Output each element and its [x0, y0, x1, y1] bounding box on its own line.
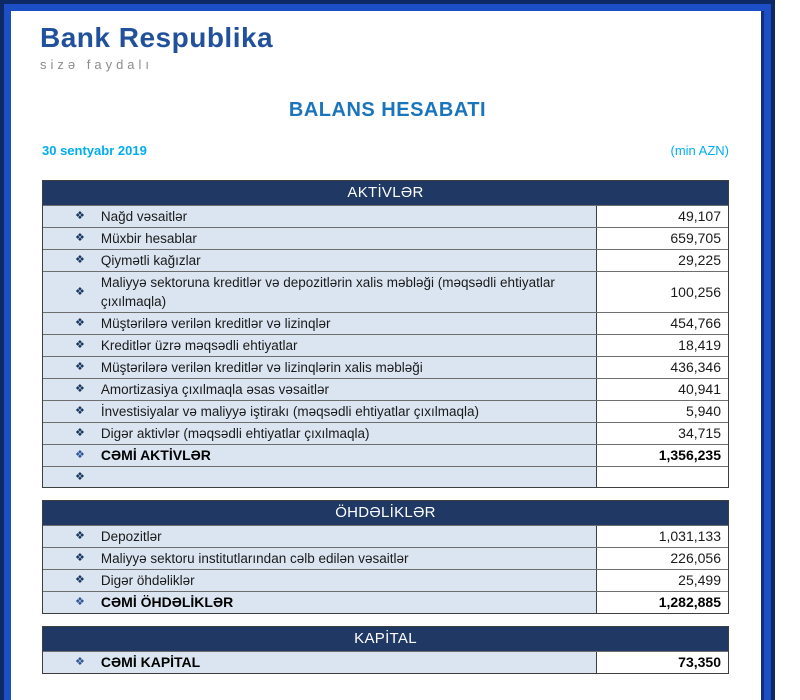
row-label-cell: ❖ Qiymətli kağızlar [43, 250, 597, 271]
diamond-bullet-icon: ❖ [75, 232, 85, 244]
assets-table: AKTİVLƏR ❖ Nağd vəsaitlər 49,107 ❖ Müxbi… [42, 180, 729, 488]
table-row: ❖ Maliyyə sektoru institutlarından cəlb … [43, 547, 728, 569]
diamond-bullet-icon: ❖ [75, 317, 85, 329]
row-label-cell: ❖ Digər öhdəliklər [43, 570, 597, 591]
row-label-cell: ❖ CƏMİ ÖHDƏLİKLƏR [43, 592, 597, 613]
tables-container: AKTİVLƏR ❖ Nağd vəsaitlər 49,107 ❖ Müxbi… [42, 180, 729, 686]
table-row: ❖ Müştərilərə verilən kreditlər və lizin… [43, 356, 728, 378]
row-label: Kreditlər üzrə məqsədli ehtiyatlar [100, 338, 298, 353]
diamond-bullet-icon: ❖ [75, 427, 85, 439]
table-row: ❖ Nağd vəsaitlər 49,107 [43, 205, 728, 227]
report-unit: (min AZN) [670, 143, 730, 158]
row-value: 1,356,235 [597, 445, 728, 466]
row-label: Qiymətli kağızlar [100, 253, 201, 268]
row-value: 49,107 [597, 206, 728, 227]
row-label: CƏMİ AKTİVLƏR [100, 447, 211, 463]
diamond-bullet-icon: ❖ [75, 254, 85, 266]
row-value: 18,419 [597, 335, 728, 356]
row-value: 100,256 [597, 272, 728, 312]
page-border-inner [4, 4, 771, 700]
row-label-cell: ❖ [43, 467, 597, 487]
table-row: ❖ Kreditlər üzrə məqsədli ehtiyatlar 18,… [43, 334, 728, 356]
diamond-bullet-icon: ❖ [75, 470, 85, 483]
table-row: ❖ Digər öhdəliklər 25,499 [43, 569, 728, 591]
row-label: Müştərilərə verilən kreditlər və lizinql… [100, 360, 423, 375]
report-title: BALANS HESABATI [288, 99, 487, 121]
row-value [597, 467, 728, 487]
liabilities-table: ÖHDƏLİKLƏR ❖ Depozitlər 1,031,133 ❖ Mali… [42, 500, 729, 614]
row-label-cell: ❖ Depozitlər [43, 526, 597, 547]
row-value: 1,031,133 [597, 526, 728, 547]
diamond-bullet-icon: ❖ [75, 552, 85, 564]
report-meta: 30 sentyabr 2019 (min AZN) [42, 143, 729, 158]
diamond-bullet-icon: ❖ [75, 210, 85, 222]
assets-table-header: AKTİVLƏR [43, 181, 728, 205]
row-label: Amortizasiya çıxılmaqla əsas vəsaitlər [100, 382, 329, 397]
table-row: ❖ İnvestisiyalar və maliyyə iştirakı (mə… [43, 400, 728, 422]
liabilities-table-header: ÖHDƏLİKLƏR [43, 501, 728, 525]
row-label: Müştərilərə verilən kreditlər və lizinql… [100, 316, 331, 331]
table-row: ❖ Depozitlər 1,031,133 [43, 525, 728, 547]
row-label: Maliyyə sektoruna kreditlər və depozitlə… [100, 275, 555, 309]
row-value: 454,766 [597, 313, 728, 334]
row-value: 25,499 [597, 570, 728, 591]
table-row: ❖ Maliyyə sektoruna kreditlər və depozit… [43, 271, 728, 312]
row-label: Digər aktivlər (məqsədli ehtiyatlar çıxı… [100, 426, 370, 441]
diamond-bullet-icon: ❖ [75, 285, 85, 298]
row-label-cell: ❖ CƏMİ AKTİVLƏR [43, 445, 597, 466]
table-row: ❖ Müştərilərə verilən kreditlər və lizin… [43, 312, 728, 334]
row-value: 226,056 [597, 548, 728, 569]
diamond-bullet-icon: ❖ [75, 405, 85, 417]
row-label-cell: ❖ Müxbir hesablar [43, 228, 597, 249]
table-row: ❖ Qiymətli kağızlar 29,225 [43, 249, 728, 271]
row-value: 5,940 [597, 401, 728, 422]
diamond-bullet-icon: ❖ [75, 383, 85, 395]
capital-table: KAPİTAL ❖ CƏMİ KAPİTAL 73,350 [42, 626, 729, 674]
row-value: 29,225 [597, 250, 728, 271]
row-label-cell: ❖ Maliyyə sektoru institutlarından cəlb … [43, 548, 597, 569]
row-label-cell: ❖ Maliyyə sektoruna kreditlər və depozit… [43, 272, 597, 312]
row-value: 659,705 [597, 228, 728, 249]
row-label: Nağd vəsaitlər [100, 209, 188, 224]
row-label: Müxbir hesablar [100, 231, 197, 246]
report-date: 30 sentyabr 2019 [42, 143, 147, 158]
bank-logo-tagline: sizə faydalı [40, 57, 154, 72]
diamond-bullet-icon: ❖ [75, 449, 85, 461]
row-label-cell: ❖ Nağd vəsaitlər [43, 206, 597, 227]
row-label: İnvestisiyalar və maliyyə iştirakı (məqs… [100, 404, 479, 419]
diamond-bullet-icon: ❖ [75, 596, 85, 608]
row-label-cell: ❖ Amortizasiya çıxılmaqla əsas vəsaitlər [43, 379, 597, 400]
row-value: 436,346 [597, 357, 728, 378]
row-label: Digər öhdəliklər [100, 573, 195, 588]
diamond-bullet-icon: ❖ [75, 339, 85, 351]
table-row: ❖ Müxbir hesablar 659,705 [43, 227, 728, 249]
table-row-total-capital: ❖ CƏMİ KAPİTAL 73,350 [43, 651, 728, 673]
row-label-cell: ❖ Kreditlər üzrə məqsədli ehtiyatlar [43, 335, 597, 356]
row-value: 1,282,885 [597, 592, 728, 613]
table-row-total-liabilities: ❖ CƏMİ ÖHDƏLİKLƏR 1,282,885 [43, 591, 728, 613]
bank-logo-name: Bank Respublika [40, 22, 274, 53]
table-row: ❖ Digər aktivlər (məqsədli ehtiyatlar çı… [43, 422, 728, 444]
row-label-cell: ❖ Digər aktivlər (məqsədli ehtiyatlar çı… [43, 423, 597, 444]
row-value: 40,941 [597, 379, 728, 400]
page-border-frame [0, 0, 775, 700]
diamond-bullet-icon: ❖ [75, 574, 85, 586]
capital-table-header: KAPİTAL [43, 627, 728, 651]
balance-sheet-page: { "bullet": "❖", "logo": { "name": "Bank… [0, 0, 775, 700]
row-label: CƏMİ ÖHDƏLİKLƏR [100, 594, 234, 610]
row-label: Depozitlər [100, 529, 162, 544]
row-label-cell: ❖ Müştərilərə verilən kreditlər və lizin… [43, 357, 597, 378]
table-row-empty: ❖ [43, 466, 728, 487]
table-row-total-assets: ❖ CƏMİ AKTİVLƏR 1,356,235 [43, 444, 728, 466]
row-label-cell: ❖ Müştərilərə verilən kreditlər və lizin… [43, 313, 597, 334]
diamond-bullet-icon: ❖ [75, 361, 85, 373]
diamond-bullet-icon: ❖ [75, 530, 85, 542]
table-row: ❖ Amortizasiya çıxılmaqla əsas vəsaitlər… [43, 378, 728, 400]
diamond-bullet-icon: ❖ [75, 656, 85, 668]
row-label-cell: ❖ İnvestisiyalar və maliyyə iştirakı (mə… [43, 401, 597, 422]
bank-logo: Bank Respublika sizə faydalı [40, 22, 273, 72]
row-label: Maliyyə sektoru institutlarından cəlb ed… [100, 551, 409, 566]
row-value: 34,715 [597, 423, 728, 444]
